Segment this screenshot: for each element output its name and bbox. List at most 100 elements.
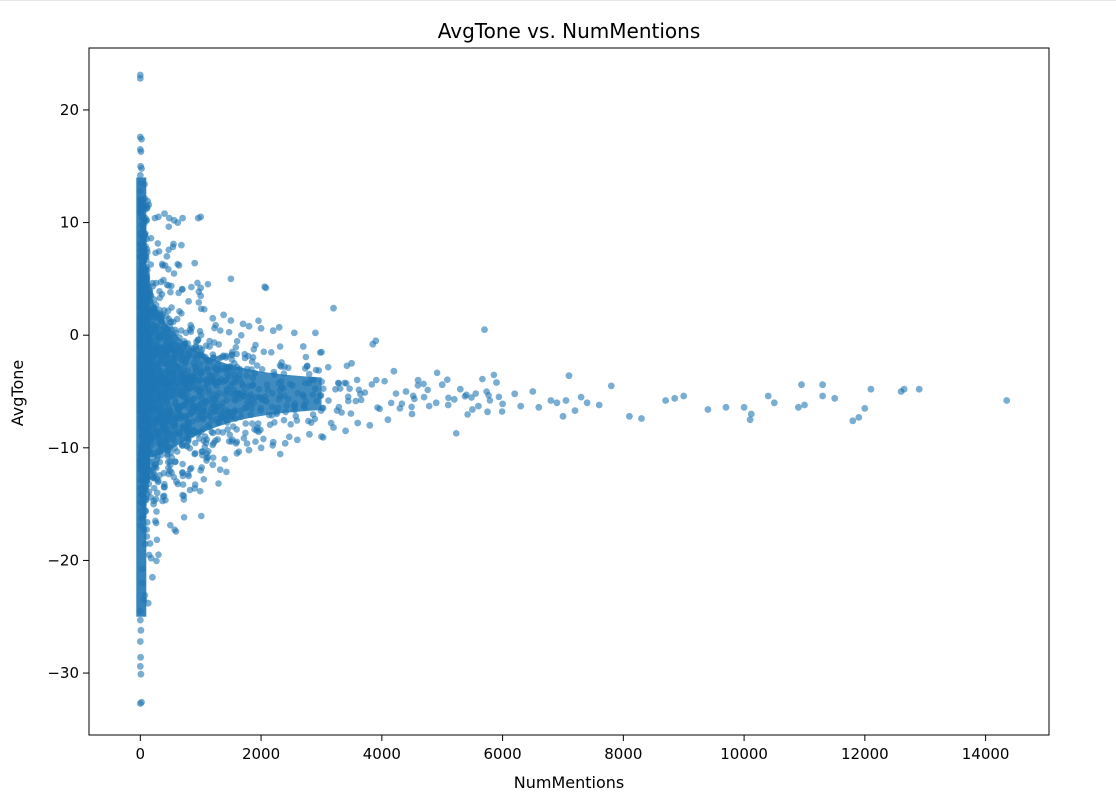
scatter-point [330, 304, 337, 312]
scatter-point [137, 653, 145, 661]
scatter-point [444, 401, 452, 409]
scatter-point [411, 395, 418, 403]
scatter-point [553, 399, 561, 407]
points-layer [136, 71, 1011, 707]
scatter-point [915, 385, 923, 393]
scatter-point [271, 419, 278, 426]
scatter-point [188, 283, 195, 291]
scatter-point [475, 402, 482, 410]
scatter-point [559, 412, 567, 420]
scatter-point [152, 517, 159, 525]
scatter-point [472, 390, 480, 397]
y-tick-label: 20 [60, 101, 79, 119]
scatter-point [148, 459, 156, 466]
scatter-point [252, 438, 259, 446]
scatter-point [420, 380, 427, 388]
scatter-point [490, 371, 498, 379]
scatter-point [209, 454, 217, 462]
scatter-point [278, 359, 285, 366]
scatter-point [463, 391, 470, 399]
x-tick-label: 0 [136, 745, 146, 763]
scatter-point [171, 526, 178, 533]
scatter-point [517, 402, 525, 410]
scatter-point [381, 377, 388, 385]
x-tick-label: 12000 [841, 745, 889, 763]
scatter-point [251, 426, 258, 433]
scatter-point [819, 381, 826, 389]
scatter-point [173, 478, 180, 485]
scatter-point [239, 320, 247, 328]
scatter-point [209, 314, 217, 322]
scatter-point [355, 386, 363, 394]
scatter-point [607, 382, 615, 390]
scatter-point [376, 405, 384, 413]
scatter-point [486, 397, 494, 404]
scatter-point [155, 477, 162, 484]
scatter-point [583, 399, 591, 407]
scatter-point [798, 381, 805, 389]
scatter-point [179, 469, 186, 476]
scatter-point [499, 400, 506, 408]
scatter-point [384, 416, 392, 424]
scatter-point [342, 427, 349, 435]
scatter-point [179, 286, 186, 293]
scatter-point [155, 551, 162, 558]
scatter-point [275, 323, 283, 331]
scatter-point [144, 599, 152, 607]
scatter-point [469, 406, 476, 413]
x-tick-label: 10000 [720, 745, 768, 763]
scatter-point [150, 464, 157, 471]
scatter-point [268, 349, 275, 356]
scatter-point [849, 417, 857, 425]
scatter-point [452, 430, 460, 437]
scatter-point [137, 626, 145, 634]
scatter-point [335, 379, 342, 387]
scatter-point [180, 514, 188, 521]
scatter-point [185, 472, 193, 480]
scatter-point [141, 205, 149, 213]
scatter-point [299, 343, 307, 350]
scatter-point [258, 366, 266, 373]
scatter-point [196, 487, 204, 495]
scatter-point [136, 616, 144, 624]
scatter-point [178, 241, 185, 249]
scatter-point [136, 662, 144, 670]
scatter-point [425, 402, 433, 410]
scatter-point [168, 454, 176, 461]
x-tick-label: 2000 [242, 745, 280, 763]
scatter-point [167, 288, 174, 296]
ticks-layer: 0 2000 4000 6000 8000 10000 12000 14000 −30 −20 −1… [47, 101, 1009, 763]
scatter-point [638, 415, 645, 422]
scatter-point [309, 411, 317, 418]
scatter-point [177, 327, 185, 334]
scatter-point [456, 385, 464, 393]
scatter-point [565, 372, 573, 380]
scatter-point [287, 421, 295, 428]
scatter-point [168, 304, 175, 311]
scatter-point [203, 457, 210, 464]
scatter-point [219, 429, 227, 436]
scatter-point [305, 370, 313, 378]
scatter-point [352, 397, 360, 405]
scatter-point [420, 393, 428, 401]
scatter-point [312, 366, 320, 374]
scatter-point [201, 306, 208, 313]
scatter-point [210, 439, 217, 447]
scatter-point [192, 439, 199, 447]
scatter-point [330, 424, 337, 431]
scatter-point [481, 326, 488, 333]
scatter-point [195, 299, 203, 306]
scatter-point [306, 430, 313, 438]
scatter-point [198, 512, 205, 520]
scatter-point [348, 359, 355, 367]
scatter-point [740, 403, 748, 411]
scatter-point [161, 210, 168, 218]
scatter-point [136, 607, 144, 615]
scatter-point [325, 397, 332, 404]
y-tick-label: −10 [47, 439, 79, 457]
scatter-point [155, 248, 163, 255]
dense-point-core [140, 265, 322, 458]
scatter-point [228, 438, 235, 445]
scatter-point [547, 397, 555, 404]
